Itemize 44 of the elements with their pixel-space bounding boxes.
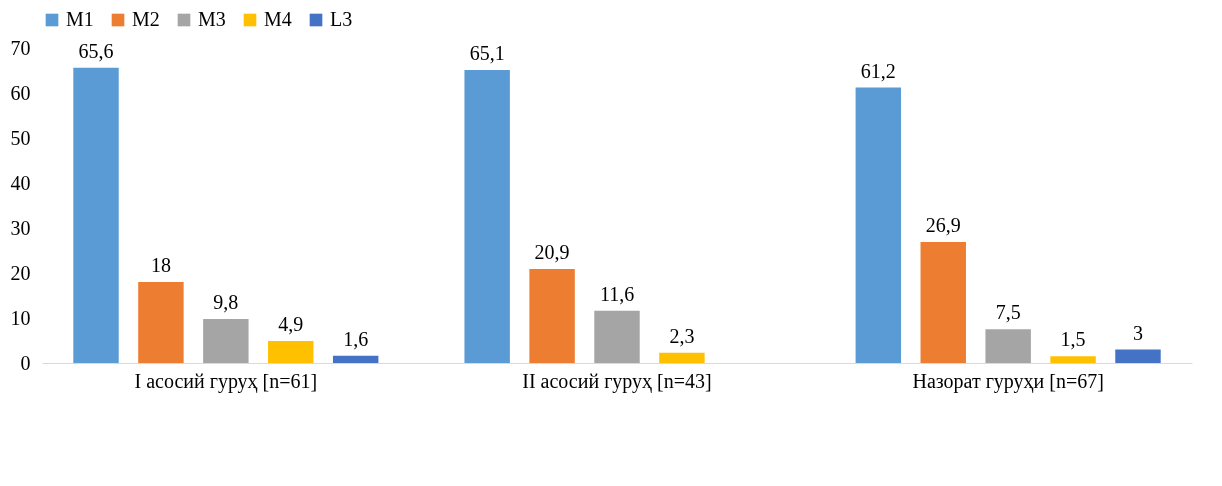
bar bbox=[203, 318, 249, 363]
data-label: 65,6 bbox=[78, 39, 114, 62]
data-label: 2,3 bbox=[669, 324, 695, 347]
data-label: 11,6 bbox=[599, 282, 635, 305]
y-tick-label: 20 bbox=[10, 261, 31, 284]
y-tick-label: 70 bbox=[10, 36, 31, 59]
data-label: 1,5 bbox=[1060, 328, 1086, 351]
x-tick-label: I асосий гуруҳ [n=61] bbox=[134, 369, 318, 393]
y-tick-label: 30 bbox=[10, 216, 31, 239]
bar bbox=[1115, 349, 1161, 363]
bar bbox=[73, 67, 119, 363]
legend-label: M1 bbox=[66, 8, 94, 30]
data-label: 9,8 bbox=[213, 290, 239, 313]
data-label: 20,9 bbox=[534, 240, 570, 263]
data-label: 3 bbox=[1132, 321, 1143, 344]
bar bbox=[985, 329, 1031, 363]
y-tick-label: 10 bbox=[10, 306, 31, 329]
legend-label: M4 bbox=[264, 8, 292, 30]
legend-label: M3 bbox=[198, 8, 226, 30]
data-label: 18 bbox=[150, 254, 171, 276]
data-label: 26,9 bbox=[925, 213, 961, 236]
bar bbox=[138, 282, 184, 363]
x-tick-label: II асосий гуруҳ [n=43] bbox=[522, 369, 712, 393]
data-label: 7,5 bbox=[995, 301, 1021, 324]
data-label: 1,6 bbox=[343, 327, 369, 350]
y-tick-label: 40 bbox=[10, 171, 31, 194]
data-label: 4,9 bbox=[278, 312, 304, 335]
legend-label: M2 bbox=[132, 8, 160, 30]
bar bbox=[268, 340, 314, 363]
bar bbox=[529, 268, 575, 363]
y-tick-label: 50 bbox=[10, 126, 31, 149]
bar bbox=[332, 355, 379, 363]
bar bbox=[594, 310, 640, 363]
bar bbox=[464, 70, 510, 363]
bar bbox=[920, 241, 966, 363]
bar bbox=[1050, 356, 1096, 363]
bar bbox=[855, 87, 902, 363]
data-label: 65,1 bbox=[469, 42, 505, 65]
bar bbox=[659, 352, 705, 363]
y-tick-label: 60 bbox=[10, 81, 31, 104]
y-tick-label: 0 bbox=[20, 351, 31, 374]
x-tick-label: Назорат гуруҳи [n=67] bbox=[912, 369, 1104, 393]
legend-label: L3 bbox=[330, 8, 353, 30]
data-label: 61,2 bbox=[860, 59, 896, 82]
